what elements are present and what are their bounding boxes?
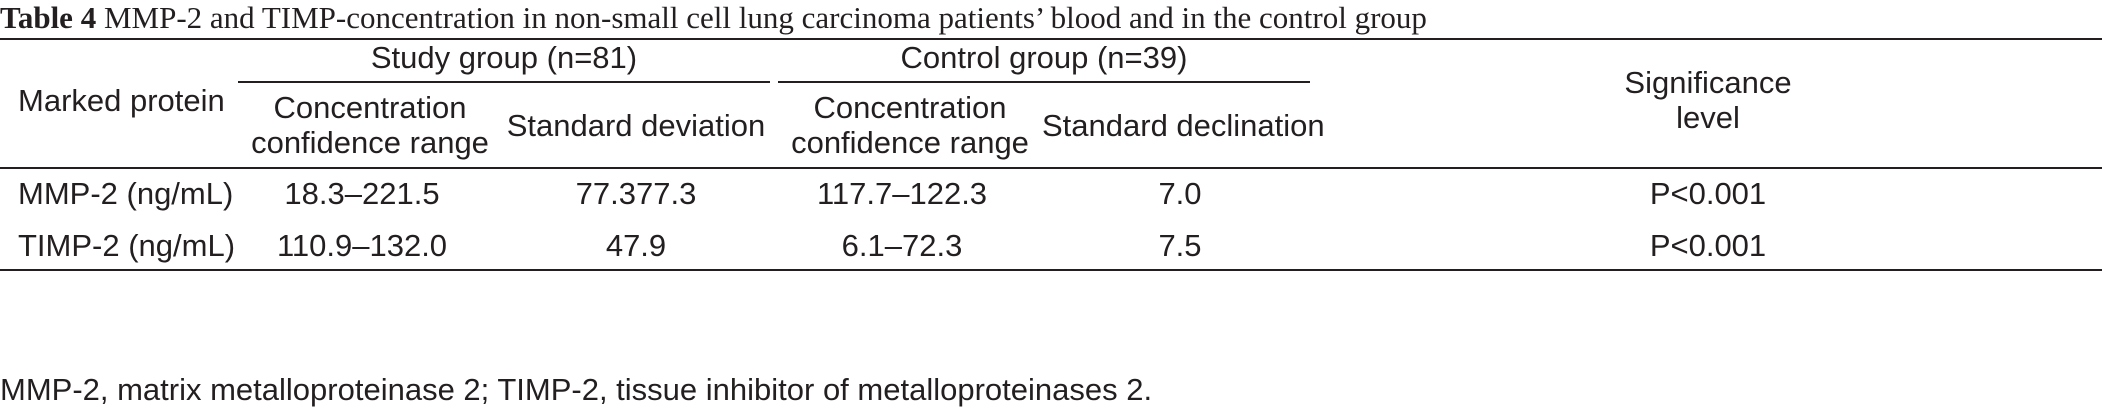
significance-header-line2: level	[1676, 100, 1740, 135]
table-row-control-sd: 7.0	[1158, 176, 1202, 211]
control-group-header: Control group (n=39)	[900, 40, 1188, 75]
table-row-study-range: 110.9–132.0	[276, 228, 448, 263]
control-concentration-header-line1: Concentration	[813, 90, 1007, 125]
table-bottom-rule	[0, 269, 2102, 271]
header-bottom-rule	[0, 167, 2102, 169]
table-caption-text: MMP-2 and TIMP-concentration in non-smal…	[103, 0, 1427, 35]
study-concentration-header-line1: Concentration	[273, 90, 467, 125]
study-group-rule	[238, 81, 770, 83]
study-group-header: Study group (n=81)	[370, 40, 638, 75]
control-sd-header: Standard declination	[1042, 108, 1325, 143]
table-row-protein: TIMP-2 (ng/mL)	[18, 228, 236, 263]
table-row-control-range: 117.7–122.3	[816, 176, 988, 211]
marked-protein-header: Marked protein	[18, 83, 225, 118]
table-row-control-range: 6.1–72.3	[841, 228, 963, 263]
study-concentration-header-line2: confidence range	[251, 125, 489, 160]
control-concentration-header-line2: confidence range	[791, 125, 1029, 160]
table-caption-label: Table 4	[0, 0, 97, 35]
significance-header-line1: Significance	[1624, 65, 1792, 100]
control-group-rule	[778, 81, 1310, 83]
table-row-significance: P<0.001	[1649, 176, 1767, 211]
table-row-control-sd: 7.5	[1158, 228, 1202, 263]
study-sd-header: Standard deviation	[506, 108, 766, 143]
table-caption: Table 4 MMP-2 and TIMP-concentration in …	[0, 0, 1427, 36]
table-row-study-range: 18.3–221.5	[284, 176, 440, 211]
table-row-study-sd: 77.377.3	[575, 176, 697, 211]
table-footnote: MMP-2, matrix metalloproteinase 2; TIMP-…	[0, 372, 1153, 407]
table-top-rule	[0, 38, 2102, 40]
table-row-significance: P<0.001	[1649, 228, 1767, 263]
table-row-study-sd: 47.9	[605, 228, 667, 263]
table-row-protein: MMP-2 (ng/mL)	[18, 176, 234, 211]
